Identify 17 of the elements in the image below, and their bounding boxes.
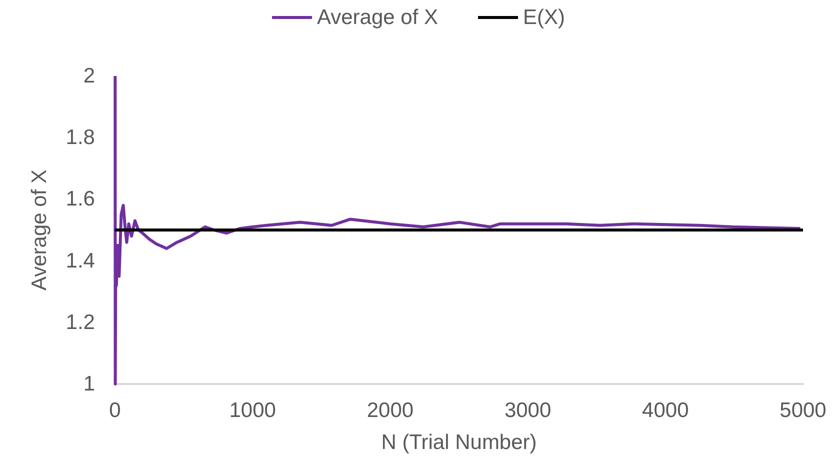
y-tick-label: 2 [83,64,95,88]
x-tick-label: 4000 [642,399,689,422]
y-axis-title: Average of X [28,169,51,291]
y-tick-label: 1.6 [66,188,95,211]
y-tick-label: 1.2 [66,310,95,334]
legend-label: Average of X [316,6,438,29]
y-tick-label: 1 [83,372,95,396]
legend-label: E(X) [523,6,566,29]
y-tick-label: 1.8 [66,126,95,150]
x-tick-label: 0 [109,399,121,422]
y-tick-label: 1.4 [66,249,96,272]
x-tick-label: 3000 [504,399,552,422]
x-axis-title: N (Trial Number) [381,431,537,454]
x-tick-label: 1000 [229,399,276,422]
x-tick-label: 2000 [366,399,414,422]
x-tick-label: 5000 [780,399,826,422]
line-series [114,74,802,386]
